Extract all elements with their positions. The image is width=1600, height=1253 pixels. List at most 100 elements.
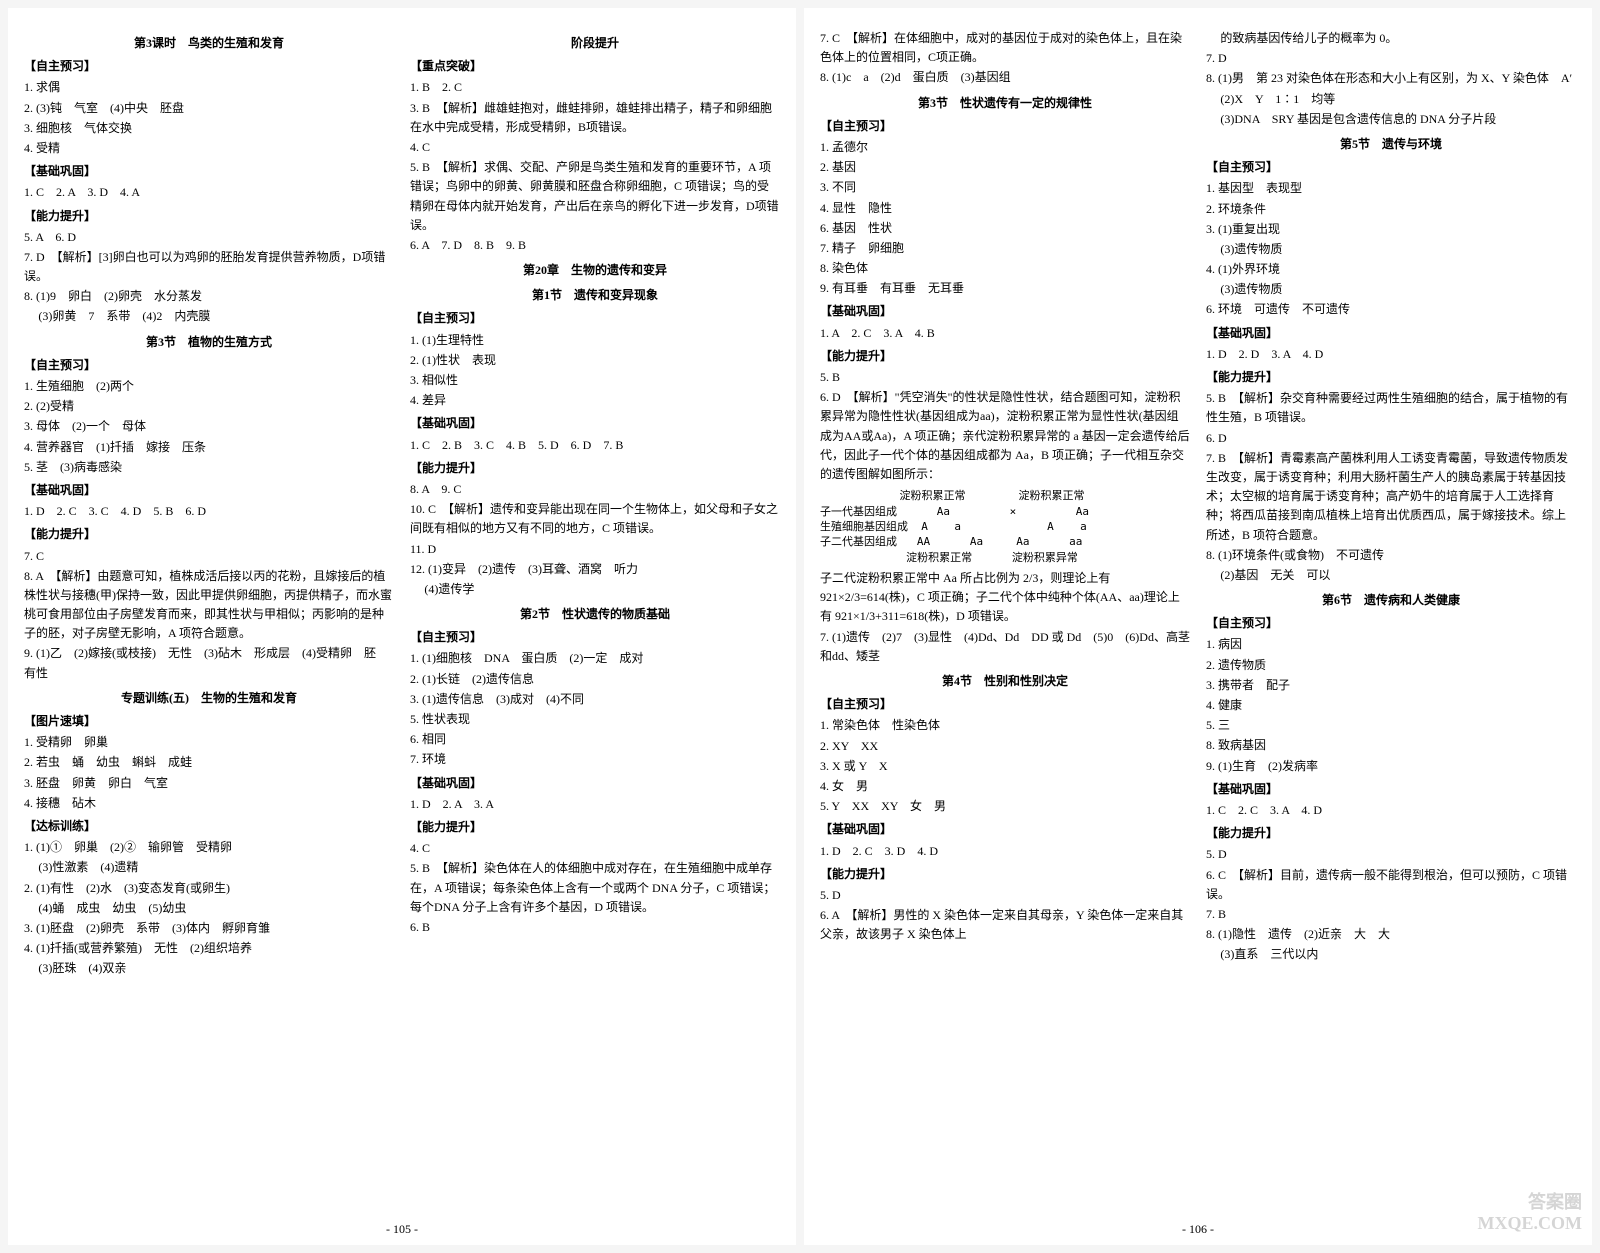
heading: 【自主预习】 xyxy=(820,695,1190,714)
text-line: 1. C 2. C 3. A 4. D xyxy=(1206,801,1576,820)
text-line: 5. B 【解析】求偶、交配、产卵是鸟类生殖和发育的重要环节，A 项错误；鸟卵中… xyxy=(410,158,780,235)
text-line: 3. 胚盘 卵黄 卵白 气室 xyxy=(24,774,394,793)
page-right: 7. C 【解析】在体细胞中，成对的基因位于成对的染色体上，且在染色体上的位置相… xyxy=(804,8,1592,1245)
text-line: (3)胚珠 (4)双亲 xyxy=(24,959,394,978)
text-line: (3)性激素 (4)遗精 xyxy=(24,858,394,877)
text-line: 9. (1)生育 (2)发病率 xyxy=(1206,757,1576,776)
text-line: 6. B xyxy=(410,918,780,937)
diagram-row: 淀粉积累正常 淀粉积累异常 xyxy=(820,550,1190,565)
heading: 【基础巩固】 xyxy=(24,481,394,500)
text-line: 6. A 【解析】男性的 X 染色体一定来自其母亲，Y 染色体一定来自其父亲，故… xyxy=(820,906,1190,944)
page-right-col1: 7. C 【解析】在体细胞中，成对的基因位于成对的染色体上，且在染色体上的位置相… xyxy=(820,28,1190,1225)
diagram-row: 淀粉积累正常 淀粉积累正常 xyxy=(820,488,1190,503)
text-line: 4. 差异 xyxy=(410,391,780,410)
heading: 【能力提升】 xyxy=(24,525,394,544)
text-line: 6. C 【解析】目前，遗传病一般不能得到根治，但可以预防，C 项错误。 xyxy=(1206,866,1576,904)
text-line: 1. 受精卵 卵巢 xyxy=(24,733,394,752)
text-line: (3)卵黄 7 系带 (4)2 内壳膜 xyxy=(24,307,394,326)
text-line: 5. B xyxy=(820,368,1190,387)
heading: 【自主预习】 xyxy=(24,356,394,375)
text-line: 9. 有耳垂 有耳垂 无耳垂 xyxy=(820,279,1190,298)
text-line: 2. (3)钝 气室 (4)中央 胚盘 xyxy=(24,99,394,118)
text-line: 5. D xyxy=(820,886,1190,905)
text-line: (3)遗传物质 xyxy=(1206,240,1576,259)
text-line: 1. B 2. C xyxy=(410,78,780,97)
text-line: 4. C xyxy=(410,138,780,157)
sub-section-title: 第2节 性状遗传的物质基础 xyxy=(410,605,780,624)
sub-section-title: 第1节 遗传和变异现象 xyxy=(410,286,780,305)
text-line: 1. 孟德尔 xyxy=(820,138,1190,157)
text-line: 11. D xyxy=(410,540,780,559)
text-line: 5. B 【解析】染色体在人的体细胞中成对存在，在生殖细胞中成单存在，A 项错误… xyxy=(410,859,780,917)
page-number: - 105 - xyxy=(8,1220,796,1239)
heading: 【能力提升】 xyxy=(820,347,1190,366)
text-line: 8. A 9. C xyxy=(410,480,780,499)
text-line: 12. (1)变异 (2)遗传 (3)耳聋、酒窝 听力 xyxy=(410,560,780,579)
text-line: 2. 若虫 蛹 幼虫 蝌蚪 成蛙 xyxy=(24,753,394,772)
text-line: 4. 接穗 砧木 xyxy=(24,794,394,813)
sub-section-title: 第6节 遗传病和人类健康 xyxy=(1206,591,1576,610)
text-line: 4. (1)扦插(或营养繁殖) 无性 (2)组织培养 xyxy=(24,939,394,958)
heading: 【自主预习】 xyxy=(1206,158,1576,177)
text-line: 1. C 2. A 3. D 4. A xyxy=(24,183,394,202)
text-line: 2. (2)受精 xyxy=(24,397,394,416)
text-line: 5. A 6. D xyxy=(24,228,394,247)
text-line: 8. (1)c a (2)d 蛋白质 (3)基因组 xyxy=(820,68,1190,87)
text-line: 2. (1)有性 (2)水 (3)变态发育(或卵生) xyxy=(24,879,394,898)
text-line: 5. B 【解析】杂交育种需要经过两性生殖细胞的结合，属于植物的有性生殖，B 项… xyxy=(1206,389,1576,427)
text-line: 5. Y XX XY 女 男 xyxy=(820,797,1190,816)
text-line: 6. A 7. D 8. B 9. B xyxy=(410,236,780,255)
heading: 【基础巩固】 xyxy=(410,774,780,793)
text-line: 4. 显性 隐性 xyxy=(820,199,1190,218)
text-line: 5. 茎 (3)病毒感染 xyxy=(24,458,394,477)
text-line: 8. 染色体 xyxy=(820,259,1190,278)
text-line: (3)DNA SRY 基因是包含遗传信息的 DNA 分子片段 xyxy=(1206,110,1576,129)
text-line: 3. 母体 (2)一个 母体 xyxy=(24,417,394,436)
text-line: 3. 相似性 xyxy=(410,371,780,390)
section-title: 专题训练(五) 生物的生殖和发育 xyxy=(24,689,394,708)
text-line: 3. (1)重复出现 xyxy=(1206,220,1576,239)
text-line: 1. 求偶 xyxy=(24,78,394,97)
text-line: 1. D 2. C 3. D 4. D xyxy=(820,842,1190,861)
text-line: 的致病基因传给儿子的概率为 0。 xyxy=(1206,29,1576,48)
page-left: 第3课时 鸟类的生殖和发育 【自主预习】 1. 求偶 2. (3)钝 气室 (4… xyxy=(8,8,796,1245)
text-line: 10. C 【解析】遗传和变异能出现在同一个生物体上，如父母和子女之间既有相似的… xyxy=(410,500,780,538)
text-line: 3. B 【解析】雌雄蛙抱对，雌蛙排卵，雄蛙排出精子，精子和卵细胞在水中完成受精… xyxy=(410,99,780,137)
heading: 【基础巩固】 xyxy=(24,162,394,181)
text-line: 2. (1)性状 表现 xyxy=(410,351,780,370)
heading: 【重点突破】 xyxy=(410,57,780,76)
text-line: 1. C 2. B 3. C 4. B 5. D 6. D 7. B xyxy=(410,436,780,455)
section-title: 第20章 生物的遗传和变异 xyxy=(410,261,780,280)
heading: 【自主预习】 xyxy=(410,309,780,328)
text-line: 7. C xyxy=(24,547,394,566)
text-line: 4. 女 男 xyxy=(820,777,1190,796)
text-line: 2. 环境条件 xyxy=(1206,200,1576,219)
sub-section-title: 第4节 性别和性别决定 xyxy=(820,672,1190,691)
page-right-col2: 的致病基因传给儿子的概率为 0。 7. D 8. (1)男 第 23 对染色体在… xyxy=(1206,28,1576,1225)
text-line: 6. D 【解析】"凭空消失"的性状是隐性性状，结合题图可知，淀粉积累异常为隐性… xyxy=(820,388,1190,484)
heading: 【能力提升】 xyxy=(410,459,780,478)
text-line: (3)直系 三代以内 xyxy=(1206,945,1576,964)
text-line: 7. (1)遗传 (2)7 (3)显性 (4)Dd、Dd DD 或 Dd (5)… xyxy=(820,628,1190,666)
text-line: 8. (1)环境条件(或食物) 不可遗传 xyxy=(1206,546,1576,565)
text-line: 4. 受精 xyxy=(24,139,394,158)
text-line: 3. (1)遗传信息 (3)成对 (4)不同 xyxy=(410,690,780,709)
text-line: 4. C xyxy=(410,839,780,858)
text-line: 8. (1)9 卵白 (2)卵壳 水分蒸发 xyxy=(24,287,394,306)
page-left-col1: 第3课时 鸟类的生殖和发育 【自主预习】 1. 求偶 2. (3)钝 气室 (4… xyxy=(24,28,394,1225)
diagram-row: 子一代基因组成 Aa × Aa xyxy=(820,504,1190,519)
sub-section-title: 第5节 遗传与环境 xyxy=(1206,135,1576,154)
heading: 【自主预习】 xyxy=(1206,614,1576,633)
text-line: 4. 营养器官 (1)扦插 嫁接 压条 xyxy=(24,438,394,457)
text-line: 7. D 【解析】[3]卵白也可以为鸡卵的胚胎发育提供营养物质，D项错误。 xyxy=(24,248,394,286)
sub-section-title: 第3节 性状遗传有一定的规律性 xyxy=(820,94,1190,113)
text-line: (2)基因 无关 可以 xyxy=(1206,566,1576,585)
text-line: 4. 健康 xyxy=(1206,696,1576,715)
heading: 【基础巩固】 xyxy=(1206,780,1576,799)
heading: 【自主预习】 xyxy=(820,117,1190,136)
heading: 【图片速填】 xyxy=(24,712,394,731)
heading: 【基础巩固】 xyxy=(820,820,1190,839)
genetics-diagram: 淀粉积累正常 淀粉积累正常 子一代基因组成 Aa × Aa 生殖细胞基因组成 A… xyxy=(820,488,1190,565)
page-left-col2: 阶段提升 【重点突破】 1. B 2. C 3. B 【解析】雌雄蛙抱对，雌蛙排… xyxy=(410,28,780,1225)
text-line: 1. 生殖细胞 (2)两个 xyxy=(24,377,394,396)
